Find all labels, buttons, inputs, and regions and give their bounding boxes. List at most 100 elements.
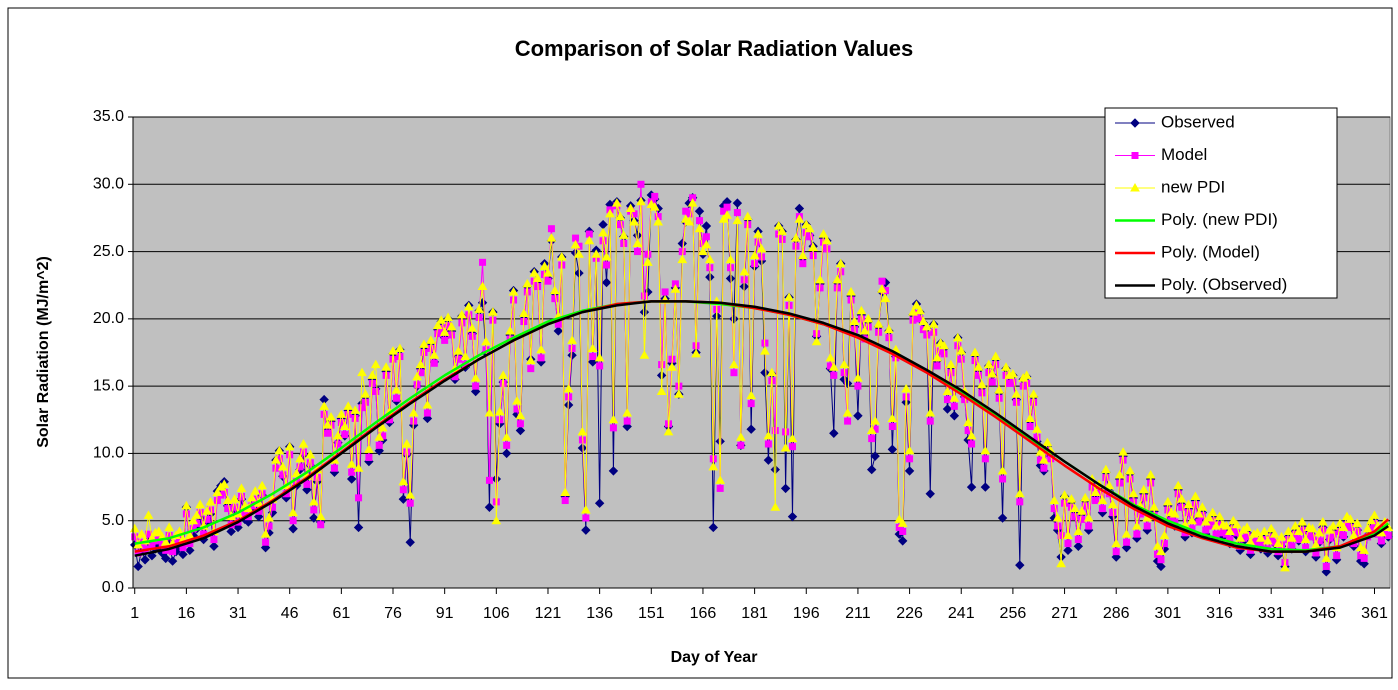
marker-diamond <box>594 498 605 508</box>
marker-triangle <box>508 286 519 296</box>
marker-diamond <box>501 448 512 459</box>
marker-square <box>737 441 745 449</box>
marker-square <box>830 371 838 379</box>
marker-triangle <box>333 430 343 440</box>
marker-triangle <box>908 307 918 316</box>
marker-square <box>1098 505 1106 513</box>
marker-square <box>637 180 645 188</box>
marker-square <box>696 217 704 225</box>
marker-triangle <box>1039 455 1049 464</box>
marker-triangle <box>615 211 626 221</box>
marker-square <box>1340 532 1348 540</box>
marker-triangle <box>642 257 653 266</box>
marker-triangle <box>422 399 433 409</box>
marker-triangle <box>432 320 443 330</box>
marker-diamond <box>760 367 770 378</box>
marker-diamond <box>581 525 591 535</box>
marker-triangle <box>811 336 822 346</box>
marker-triangle <box>649 202 660 211</box>
marker-triangle <box>229 494 240 503</box>
marker-square <box>730 369 738 377</box>
marker-diamond <box>787 511 798 522</box>
marker-triangle <box>339 421 350 431</box>
marker-triangle <box>591 249 602 258</box>
marker-square <box>1309 533 1317 541</box>
marker-square <box>375 441 383 449</box>
marker-triangle <box>760 346 770 355</box>
marker-triangle <box>1276 531 1287 541</box>
marker-diamond <box>1156 561 1166 572</box>
marker-triangle <box>277 461 288 471</box>
marker-triangle <box>257 480 268 490</box>
marker-triangle <box>1014 488 1025 498</box>
marker-triangle <box>763 430 774 440</box>
marker-triangle <box>787 433 798 443</box>
marker-diamond <box>405 537 415 547</box>
marker-triangle <box>460 351 471 361</box>
marker-square <box>806 233 814 241</box>
marker-triangle <box>457 309 467 319</box>
marker-square <box>1133 530 1141 538</box>
marker-triangle <box>708 461 719 471</box>
marker-triangle <box>246 492 257 502</box>
marker-triangle <box>1345 514 1356 523</box>
marker-triangle <box>556 251 567 261</box>
marker-triangle <box>925 408 936 417</box>
marker-triangle <box>1286 533 1297 542</box>
marker-triangle <box>794 214 805 223</box>
marker-triangle <box>1317 517 1328 526</box>
marker-square <box>589 353 597 361</box>
marker-square <box>1081 502 1089 510</box>
marker-triangle <box>780 443 791 452</box>
marker-square <box>933 362 941 370</box>
marker-triangle <box>1125 465 1135 475</box>
marker-triangle <box>1338 522 1349 531</box>
marker-triangle <box>1183 499 1194 509</box>
marker-square <box>1026 423 1034 431</box>
marker-triangle <box>1138 484 1149 494</box>
marker-triangle <box>1032 424 1042 433</box>
marker-triangle <box>601 251 612 261</box>
x-tick-label: 61 <box>332 605 350 622</box>
marker-square <box>1377 537 1385 545</box>
marker-square <box>1057 532 1065 540</box>
marker-triangle <box>1235 533 1246 542</box>
marker-triangle <box>1059 490 1070 499</box>
marker-square <box>210 536 218 544</box>
x-tick-label: 211 <box>845 605 871 622</box>
marker-triangle <box>1163 496 1173 506</box>
marker-triangle <box>918 316 929 326</box>
marker-square <box>899 527 907 535</box>
marker-square <box>771 427 779 435</box>
x-tick-label: 1 <box>130 605 139 622</box>
marker-triangle <box>587 343 598 352</box>
marker-triangle <box>987 369 998 378</box>
marker-diamond <box>178 549 188 560</box>
marker-diamond <box>1015 560 1025 570</box>
x-tick-label: 301 <box>1155 605 1182 622</box>
marker-triangle <box>897 518 908 527</box>
marker-triangle <box>625 203 636 213</box>
marker-triangle <box>1173 480 1184 490</box>
marker-triangle <box>388 346 398 355</box>
x-tick-label: 331 <box>1258 605 1285 622</box>
marker-triangle <box>1369 510 1380 519</box>
marker-triangle <box>501 432 512 441</box>
marker-diamond <box>209 541 219 551</box>
marker-square <box>296 463 304 471</box>
marker-triangle <box>1269 529 1280 538</box>
marker-square <box>1333 552 1341 560</box>
marker-triangle <box>973 362 984 371</box>
x-tick-label: 271 <box>1051 605 1078 622</box>
marker-triangle <box>894 514 905 523</box>
marker-triangle <box>336 409 347 418</box>
marker-diamond <box>853 411 863 421</box>
marker-square <box>1085 522 1093 530</box>
marker-square <box>1102 474 1110 482</box>
marker-triangle <box>718 214 729 223</box>
marker-triangle <box>164 522 175 531</box>
marker-triangle <box>963 417 973 426</box>
marker-triangle <box>488 307 498 316</box>
marker-triangle <box>735 432 746 441</box>
marker-triangle <box>673 389 684 398</box>
